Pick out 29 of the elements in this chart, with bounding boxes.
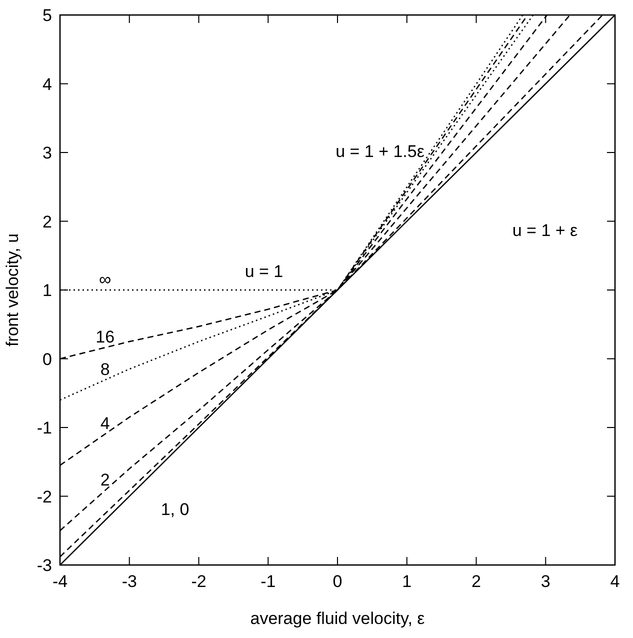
annotation: 1, 0 [160, 500, 190, 519]
x-tick-label: 2 [472, 572, 481, 591]
annotation: u = 1 + 1.5ε [336, 142, 425, 161]
y-tick-label: -3 [36, 556, 52, 575]
y-tick-label: 2 [42, 212, 52, 232]
y-tick-label: 3 [42, 144, 52, 162]
y-tick-label: 5 [42, 6, 52, 25]
x-tick-label: -4 [52, 572, 68, 591]
y-tick-label: -2 [36, 487, 52, 506]
x-axis-title: average fluid velocity, ε [250, 609, 426, 628]
x-tick-label: 4 [610, 572, 620, 591]
series-label: 4 [100, 414, 110, 434]
x-tick-label: -1 [260, 572, 276, 591]
series-label: 8 [100, 360, 110, 379]
x-tick-label: 3 [540, 572, 550, 591]
x-tick-label: -2 [191, 572, 206, 591]
annotation: u = 1 [244, 262, 284, 281]
x-tick-label: -3 [122, 572, 137, 591]
y-tick-label: 0 [42, 350, 52, 369]
x-tick-label: 1 [402, 572, 412, 591]
y-axis-title: front velocity, u [3, 233, 22, 347]
series-label: 2 [100, 470, 110, 490]
y-tick-label: 4 [42, 74, 52, 94]
x-tick-label: 0 [332, 572, 342, 591]
series-label: 16 [96, 328, 115, 347]
series-label: ∞ [99, 270, 112, 289]
y-tick-label: 1 [42, 281, 52, 300]
annotation: u = 1 + ε [512, 221, 578, 240]
y-tick-label: -1 [36, 418, 52, 438]
